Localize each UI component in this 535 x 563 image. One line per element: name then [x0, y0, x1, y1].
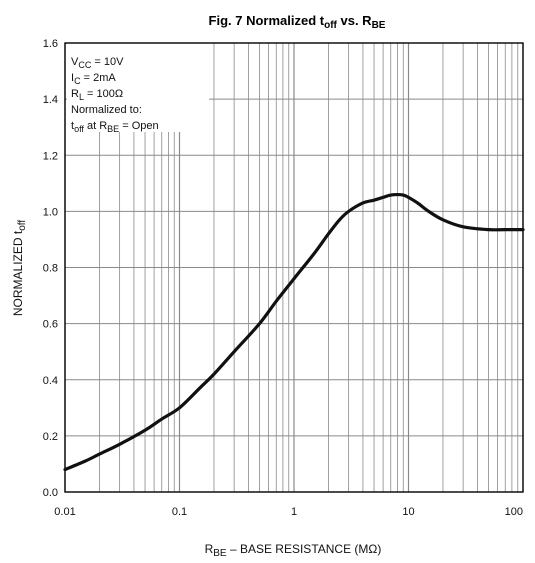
x-tick-label: 100: [505, 506, 523, 518]
x-tick-labels: 0.01 0.1 1 10 100: [54, 506, 523, 518]
plot-frame: [64, 42, 524, 493]
y-tick-label: 1.6: [43, 38, 58, 50]
y-axis-label: NORMALIZED toff: [11, 220, 28, 317]
y-tick-label: 1.2: [43, 150, 58, 162]
annotation-ic: IC = 2mA: [71, 72, 116, 86]
y-tick-label: 0.0: [43, 487, 58, 499]
x-tick-label: 0.1: [172, 506, 187, 518]
y-tick-label: 0.2: [43, 431, 58, 443]
x-axis-label: RBE – BASE RESISTANCE (MΩ): [205, 542, 382, 559]
y-tick-label: 1.0: [43, 206, 58, 218]
x-tick-label: 1: [291, 506, 297, 518]
y-tick-label: 0.8: [43, 263, 58, 275]
annotation-rl: RL = 100Ω: [71, 88, 123, 102]
x-tick-label: 0.01: [54, 506, 75, 518]
annotation-vcc: VCC = 10V: [71, 56, 124, 70]
x-tick-label: 10: [402, 506, 414, 518]
series-line: [63, 192, 525, 472]
annotation-toff: toff at RBE = Open: [71, 120, 159, 134]
annotation-box: [67, 42, 209, 132]
y-tick-labels: 0.0 0.2 0.4 0.6 0.8 1.0 1.2 1.4 1.6: [43, 38, 58, 499]
annotation-normalized: Normalized to:: [71, 104, 142, 116]
y-tick-label: 0.4: [43, 375, 58, 387]
y-tick-label: 0.6: [43, 319, 58, 331]
y-tick-label: 1.4: [43, 94, 58, 106]
chart-title: Fig. 7 Normalized toff vs. RBE: [209, 13, 386, 31]
